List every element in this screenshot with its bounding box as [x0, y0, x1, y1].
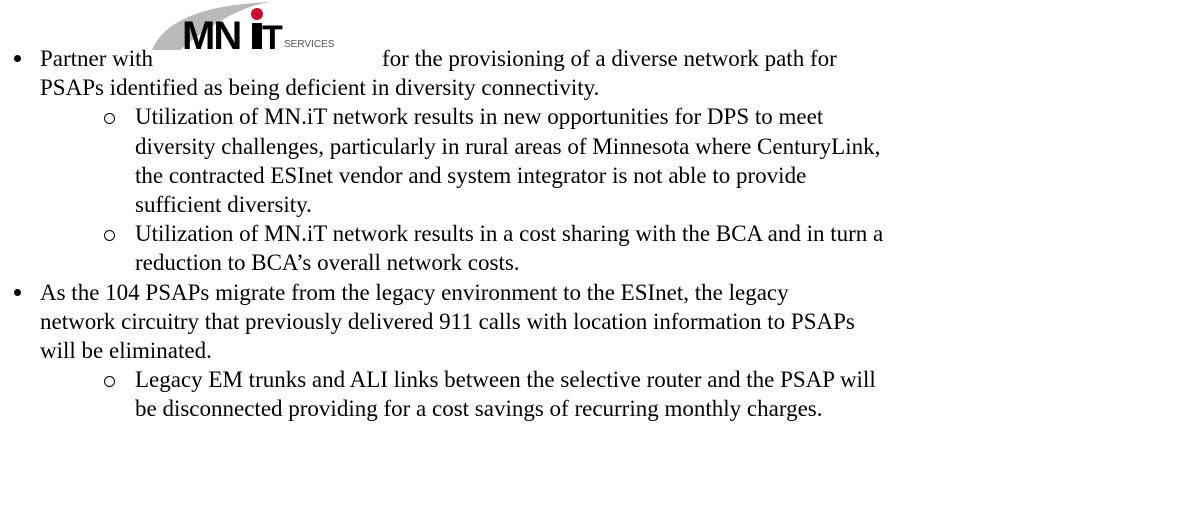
- logo-dot: [251, 8, 263, 20]
- text-line: reduction to BCA’s overall network costs…: [135, 250, 520, 276]
- logo-mark: MN: [182, 14, 240, 52]
- text-line: will be eliminated.: [40, 338, 212, 363]
- bullet: [14, 288, 21, 296]
- logo-accent: T: [262, 19, 283, 52]
- text-line: PSAPs identified as being deficient in d…: [40, 75, 600, 101]
- text-line: Utilization of MN.iT network results in …: [135, 104, 824, 130]
- text-line: Legacy EM trunks and ALI links between t…: [135, 367, 876, 393]
- sub-bullet: [104, 230, 115, 242]
- text-line: Partner with: [40, 46, 154, 71]
- sub-bullet: [104, 376, 115, 388]
- text-line: the contracted ESInet vendor and system …: [135, 162, 807, 188]
- text-line: Utilization of MN.iT network results in …: [135, 221, 884, 247]
- text-line: network circuitry that previously delive…: [40, 308, 855, 334]
- text-line: diversity challenges, particularly in ru…: [135, 133, 881, 159]
- text-line: be disconnected providing for a cost sav…: [135, 396, 823, 422]
- text-line: for the provisioning of a diverse networ…: [382, 46, 837, 71]
- text-line: As the 104 PSAPs migrate from the legacy…: [40, 279, 789, 305]
- sub-bullet: [104, 113, 115, 125]
- text-line: sufficient diversity.: [135, 192, 312, 217]
- bullet: [14, 55, 21, 62]
- logo-swoosh: [152, 2, 270, 50]
- logo: MN T SERVICES: [152, 2, 335, 52]
- logo-suffix: SERVICES: [284, 39, 335, 50]
- logo-i: [252, 23, 262, 49]
